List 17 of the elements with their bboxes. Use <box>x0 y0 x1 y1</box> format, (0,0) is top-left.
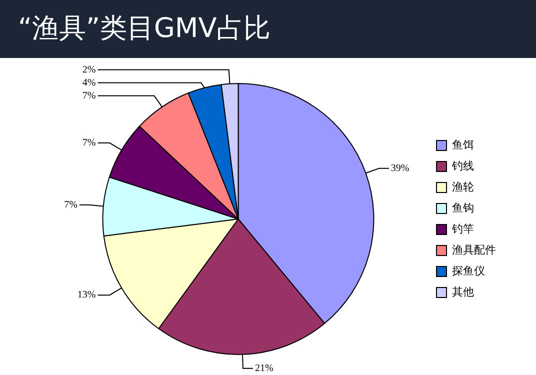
legend-label: 渔具配件 <box>452 243 496 256</box>
chart-title: “渔具”类目GMV占比 <box>0 0 536 58</box>
legend-label: 渔轮 <box>452 180 474 194</box>
legend-label: 钓竿 <box>451 222 474 236</box>
data-label: 7% <box>82 90 96 102</box>
data-label: 2% <box>82 64 96 76</box>
data-label: 13% <box>77 290 96 301</box>
legend-label: 鱼钩 <box>452 201 474 214</box>
data-label: 4% <box>82 77 96 88</box>
legend-label: 鱼饵 <box>452 138 474 152</box>
data-label: 7% <box>82 138 96 149</box>
legend-label: 钓线 <box>451 159 474 172</box>
data-label: 7% <box>64 200 78 211</box>
data-label: 39% <box>390 162 410 174</box>
legend-label: 其他 <box>452 285 474 298</box>
data-label: 21% <box>254 363 274 374</box>
legend-label: 探鱼仪 <box>452 264 485 278</box>
